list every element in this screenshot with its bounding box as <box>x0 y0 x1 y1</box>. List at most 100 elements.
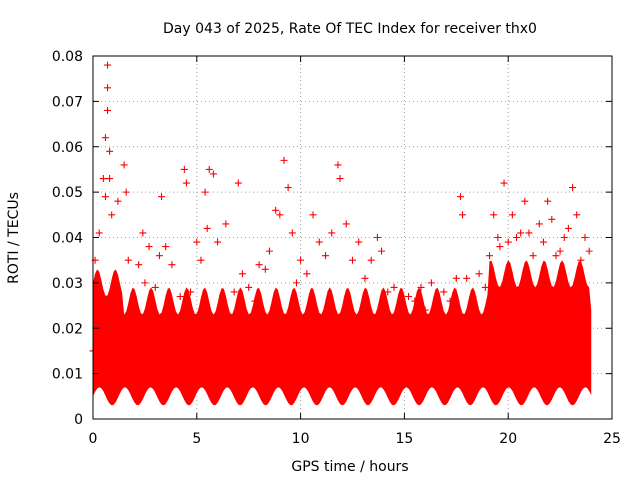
data-point <box>303 270 311 278</box>
data-point <box>315 238 323 246</box>
data-point <box>427 279 435 287</box>
data-point <box>529 252 537 260</box>
data-point <box>114 197 122 205</box>
data-point <box>494 234 502 241</box>
data-point <box>390 283 398 291</box>
data-point <box>245 283 253 291</box>
data-point <box>203 224 211 232</box>
y-tick-label: 0.08 <box>52 49 83 65</box>
data-point <box>405 292 413 300</box>
data-point <box>95 229 103 237</box>
data-point <box>120 161 128 169</box>
x-axis-label: GPS time / hours <box>291 459 408 475</box>
data-point <box>548 215 556 223</box>
data-point <box>481 283 489 291</box>
data-point <box>108 211 116 219</box>
data-point <box>280 156 288 164</box>
data-point <box>261 265 269 273</box>
data-point <box>552 252 560 260</box>
data-point <box>193 238 201 246</box>
data-point <box>182 179 190 187</box>
data-point <box>328 229 336 237</box>
data-point <box>234 179 242 187</box>
data-point <box>101 193 109 201</box>
y-tick-label: 0.03 <box>52 276 83 292</box>
data-point <box>255 261 263 269</box>
data-point <box>396 302 404 310</box>
data-point <box>222 220 230 228</box>
data-point <box>585 247 593 255</box>
data-point <box>421 306 429 314</box>
data-point <box>560 234 568 241</box>
data-point <box>201 188 209 196</box>
data-point <box>417 283 425 291</box>
data-point <box>104 106 112 114</box>
x-tick-label: 25 <box>603 431 621 447</box>
data-point <box>452 274 460 282</box>
data-point <box>155 252 163 260</box>
data-point <box>151 283 159 291</box>
data-point <box>172 315 180 323</box>
data-point <box>573 211 581 219</box>
y-tick-label: 0.04 <box>52 231 83 247</box>
data-point <box>334 161 342 169</box>
y-tick-label: 0.07 <box>52 94 83 110</box>
data-points <box>89 61 593 355</box>
data-point <box>124 256 132 264</box>
data-point <box>162 243 170 251</box>
data-point <box>440 288 448 296</box>
data-point <box>517 229 525 237</box>
data-point <box>490 211 498 219</box>
data-point <box>284 184 292 192</box>
data-point <box>101 134 109 142</box>
data-point <box>434 302 442 310</box>
data-point <box>400 306 408 314</box>
y-tick-label: 0.05 <box>52 185 83 201</box>
data-point <box>581 234 589 241</box>
y-tick-label: 0.06 <box>52 140 83 156</box>
data-point <box>230 288 238 296</box>
y-tick-label: 0.02 <box>52 321 83 337</box>
data-point <box>322 252 330 260</box>
data-point <box>486 252 494 260</box>
data-point <box>106 147 114 155</box>
data-point <box>569 184 577 192</box>
dense-scatter-band <box>93 260 592 406</box>
data-point <box>145 243 153 251</box>
data-point <box>504 238 512 246</box>
data-point <box>496 243 504 251</box>
y-tick-label: 0 <box>74 412 83 428</box>
data-point <box>209 170 217 178</box>
data-point <box>265 247 273 255</box>
data-point <box>577 256 585 264</box>
data-point <box>272 206 280 214</box>
data-point <box>535 220 543 228</box>
data-point <box>342 220 350 228</box>
data-point <box>104 61 112 69</box>
data-point <box>141 279 149 287</box>
x-axis-ticks: 0 5 10 15 20 25 <box>89 56 621 447</box>
data-point <box>251 297 259 305</box>
data-point <box>556 247 564 255</box>
data-point <box>122 188 130 196</box>
data-point <box>384 288 392 296</box>
data-point <box>292 279 300 287</box>
data-point <box>456 193 464 201</box>
data-point <box>469 292 477 300</box>
data-point <box>355 238 363 246</box>
data-point <box>309 211 317 219</box>
data-point <box>104 84 112 92</box>
y-axis-label: ROTI / TECUs <box>6 192 22 284</box>
data-point <box>459 211 467 219</box>
x-tick-label: 0 <box>89 431 98 447</box>
y-tick-label: 0.01 <box>52 367 83 383</box>
data-point <box>276 211 284 219</box>
data-point <box>349 256 356 264</box>
data-point <box>500 179 508 187</box>
data-point <box>197 256 205 264</box>
data-point <box>525 229 533 237</box>
x-tick-label: 20 <box>499 431 517 447</box>
x-tick-label: 15 <box>395 431 413 447</box>
y-axis-ticks: 0 0.01 0.02 0.03 0.04 0.05 0.06 0.07 0.08 <box>52 49 612 428</box>
x-tick-label: 10 <box>292 431 310 447</box>
